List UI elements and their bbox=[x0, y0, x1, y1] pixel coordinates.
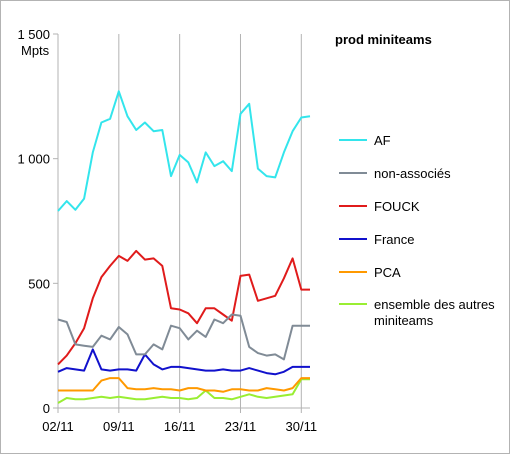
legend-label: France bbox=[374, 232, 414, 247]
legend-item: AF bbox=[339, 133, 391, 148]
series-line bbox=[57, 90, 311, 212]
x-tick-labels: 02/11 09/11 16/11 23/11 30/11 bbox=[42, 419, 317, 434]
grid bbox=[118, 34, 302, 408]
legend: AF non-associés FOUCK France PCA ensemble des… bbox=[339, 133, 495, 328]
legend-item: non-associés bbox=[339, 166, 451, 181]
x-tick-label: 02/11 bbox=[42, 419, 74, 434]
y-tick-label: 1 500 bbox=[17, 27, 50, 42]
series-lines bbox=[57, 90, 311, 404]
y-tick-label: 0 bbox=[43, 401, 50, 416]
y-tick-label: 1 000 bbox=[17, 152, 50, 167]
axes bbox=[53, 33, 310, 413]
series-line bbox=[57, 313, 310, 361]
legend-item: France bbox=[339, 232, 414, 247]
legend-label: non-associés bbox=[374, 166, 451, 181]
x-tick-label: 09/11 bbox=[103, 419, 135, 434]
legend-label: FOUCK bbox=[374, 199, 420, 214]
series-line bbox=[57, 378, 310, 404]
x-tick-label: 16/11 bbox=[164, 419, 196, 434]
legend-label: PCA bbox=[374, 265, 401, 280]
legend-item: PCA bbox=[339, 265, 401, 280]
y-axis-label: Mpts bbox=[21, 43, 50, 58]
legend-label: AF bbox=[374, 133, 391, 148]
legend-label: ensemble des autres miniteams bbox=[374, 297, 495, 328]
legend-item: ensemble des autres miniteams bbox=[339, 297, 495, 328]
legend-item: FOUCK bbox=[339, 199, 420, 214]
series-line bbox=[58, 377, 310, 393]
x-tick-label: 23/11 bbox=[225, 419, 257, 434]
series-line bbox=[57, 348, 310, 376]
series-line bbox=[57, 249, 310, 366]
y-tick-labels: 0 500 1 000 1 500 bbox=[17, 27, 50, 416]
chart-title: prod miniteams bbox=[335, 32, 432, 47]
y-tick-label: 500 bbox=[28, 276, 50, 291]
x-tick-label: 30/11 bbox=[286, 419, 318, 434]
